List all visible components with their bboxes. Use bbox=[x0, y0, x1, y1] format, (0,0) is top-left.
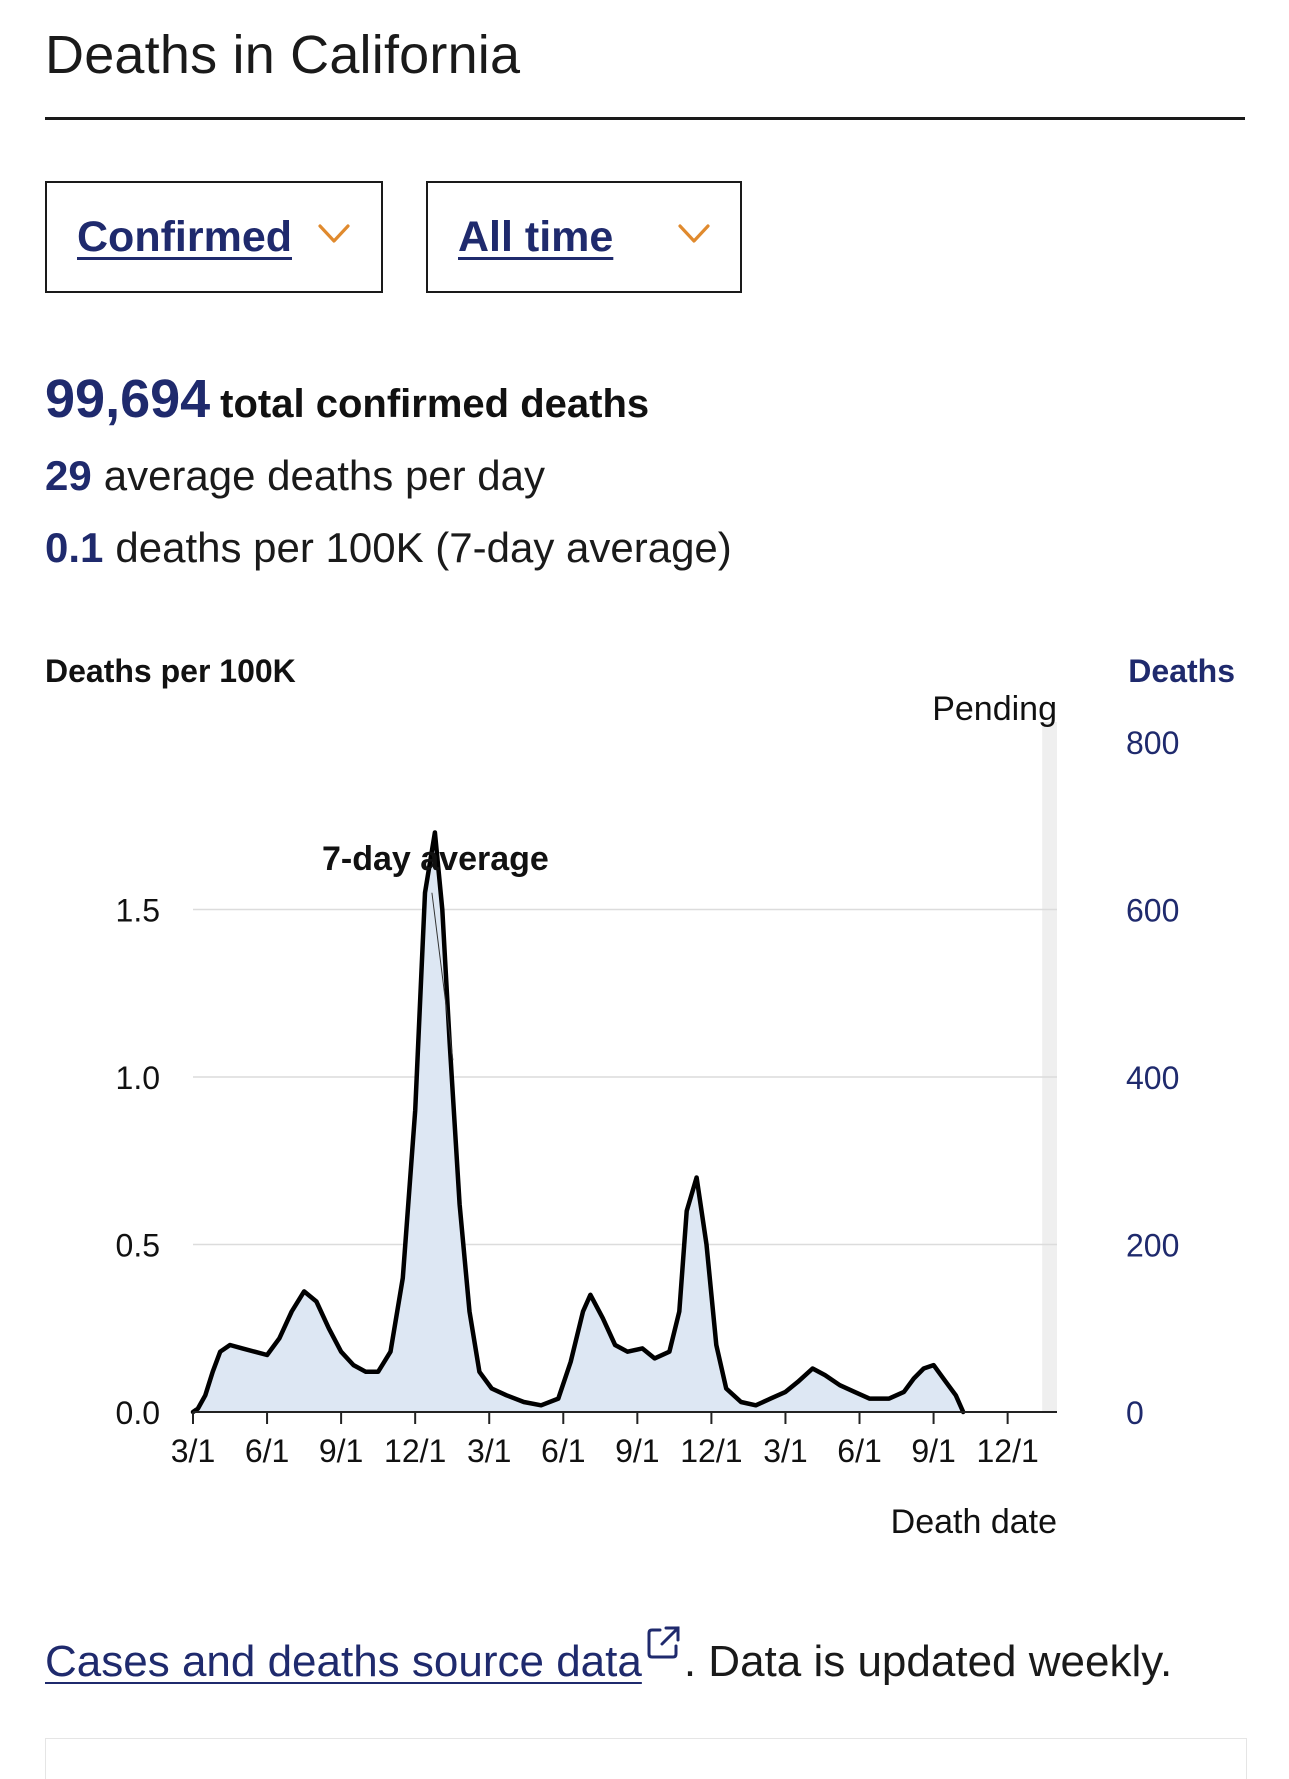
rate-stat: 0.1 deaths per 100K (7-day average) bbox=[45, 524, 732, 572]
left-tick-label: 1.0 bbox=[116, 1060, 160, 1096]
pending-label: Pending bbox=[932, 690, 1057, 728]
rate-label: deaths per 100K (7-day average) bbox=[115, 524, 732, 571]
left-tick-label: 0.0 bbox=[116, 1395, 160, 1431]
total-deaths-stat: 99,694 total confirmed deaths bbox=[45, 368, 649, 430]
seven-day-average-line bbox=[190, 830, 966, 1415]
x-tick-label: 9/1 bbox=[319, 1433, 363, 1469]
x-tick-label: 12/1 bbox=[976, 1433, 1038, 1469]
time-range-dropdown[interactable]: All time bbox=[426, 181, 742, 293]
x-tick-label: 6/1 bbox=[837, 1433, 881, 1469]
average-deaths-value: 29 bbox=[45, 452, 92, 499]
death-type-label[interactable]: Confirmed bbox=[77, 212, 292, 261]
x-tick-label: 12/1 bbox=[384, 1433, 446, 1469]
page-title: Deaths in California bbox=[45, 25, 521, 85]
chevron-down-icon bbox=[318, 224, 350, 243]
x-tick-label: 12/1 bbox=[680, 1433, 742, 1469]
footer-note: Cases and deaths source data . Data is u… bbox=[45, 1622, 1172, 1687]
left-axis-title: Deaths per 100K bbox=[45, 653, 296, 689]
title-divider bbox=[45, 117, 1245, 120]
footer-suffix: . Data is updated weekly. bbox=[683, 1637, 1173, 1686]
annotation-leader bbox=[431, 892, 454, 1061]
annotation-label: 7-day average bbox=[322, 840, 549, 878]
right-tick-label: 600 bbox=[1126, 893, 1179, 929]
time-range-label[interactable]: All time bbox=[458, 212, 614, 261]
right-tick-label: 200 bbox=[1126, 1228, 1179, 1264]
external-link-icon bbox=[647, 1626, 680, 1659]
x-tick-label: 9/1 bbox=[911, 1433, 955, 1469]
left-tick-label: 0.5 bbox=[116, 1228, 160, 1264]
x-tick-label: 3/1 bbox=[171, 1433, 215, 1469]
average-deaths-label: average deaths per day bbox=[103, 452, 546, 499]
total-deaths-value: 99,694 bbox=[45, 369, 211, 429]
next-card-edge bbox=[45, 1738, 1247, 1779]
total-deaths-label: total confirmed deaths bbox=[220, 382, 650, 426]
death-type-dropdown[interactable]: Confirmed bbox=[45, 181, 383, 293]
chevron-down-icon bbox=[678, 224, 710, 243]
average-deaths-stat: 29 average deaths per day bbox=[45, 452, 545, 500]
right-axis-title: Deaths bbox=[1128, 653, 1235, 689]
rate-value: 0.1 bbox=[45, 524, 104, 571]
right-tick-label: 400 bbox=[1126, 1060, 1179, 1096]
x-tick-label: 6/1 bbox=[541, 1433, 585, 1469]
left-tick-label: 1.5 bbox=[116, 893, 160, 929]
right-tick-label: 0 bbox=[1126, 1395, 1144, 1431]
pending-band bbox=[1042, 722, 1057, 1412]
source-data-link[interactable]: Cases and deaths source data bbox=[45, 1637, 642, 1686]
x-tick-label: 3/1 bbox=[467, 1433, 511, 1469]
x-tick-label: 6/1 bbox=[245, 1433, 289, 1469]
x-tick-label: 3/1 bbox=[763, 1433, 807, 1469]
right-tick-label: 800 bbox=[1126, 725, 1179, 761]
x-tick-label: 9/1 bbox=[615, 1433, 659, 1469]
x-axis-title: Death date bbox=[891, 1503, 1057, 1541]
deaths-chart: 7-day average 0.0 0.5 1.0 1.5 0 200 400 600 800 3/… bbox=[45, 653, 1235, 1541]
